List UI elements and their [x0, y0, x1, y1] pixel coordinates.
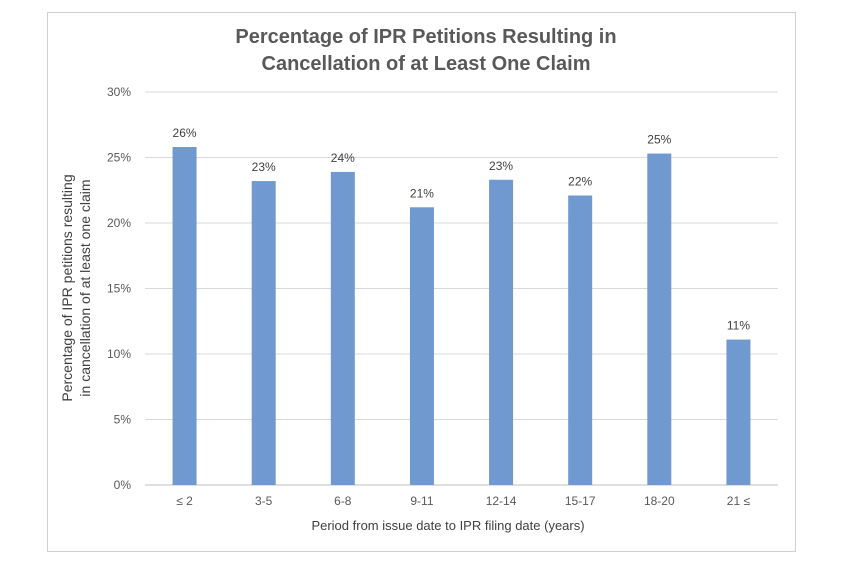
y-tick-label: 25%	[107, 151, 131, 165]
x-tick-label: 15-17	[565, 494, 596, 508]
bar	[568, 195, 593, 486]
x-axis-label: Period from issue date to IPR filing dat…	[311, 518, 584, 533]
data-label: 26%	[173, 126, 197, 140]
bar	[172, 147, 197, 485]
chart-frame	[47, 12, 796, 552]
bar	[726, 339, 751, 485]
y-tick-label: 0%	[114, 478, 132, 492]
chart-title-line-1: Percentage of IPR Petitions Resulting in	[235, 26, 616, 48]
x-tick-label: 12-14	[486, 494, 517, 508]
bar	[251, 181, 276, 485]
data-label: 23%	[489, 159, 513, 173]
y-axis-label-line-2: in cancellation of at least one claim	[77, 179, 93, 396]
data-label: 24%	[331, 151, 355, 165]
y-axis-label-line-1: Percentage of IPR petitions resulting	[59, 174, 75, 401]
data-label: 25%	[647, 133, 671, 147]
y-tick-label: 15%	[107, 282, 131, 296]
data-label: 21%	[410, 186, 434, 200]
data-label: 23%	[252, 160, 276, 174]
chart-title-line-2: Cancellation of at Least One Claim	[262, 53, 591, 75]
y-tick-label: 5%	[114, 413, 132, 427]
x-tick-label: 21 ≤	[727, 494, 751, 508]
data-label: 11%	[727, 319, 750, 333]
bar	[489, 179, 514, 485]
x-tick-label: 6-8	[334, 494, 352, 508]
bar	[647, 153, 672, 485]
x-tick-label: ≤ 2	[176, 494, 193, 508]
y-tick-label: 10%	[107, 347, 131, 361]
bar	[330, 171, 355, 485]
x-tick-label: 18-20	[644, 494, 675, 508]
y-tick-label: 30%	[107, 85, 131, 99]
y-tick-label: 20%	[107, 216, 131, 230]
bar	[409, 207, 434, 485]
x-tick-label: 3-5	[255, 494, 273, 508]
data-label: 22%	[568, 174, 592, 188]
x-tick-label: 9-11	[410, 494, 433, 508]
